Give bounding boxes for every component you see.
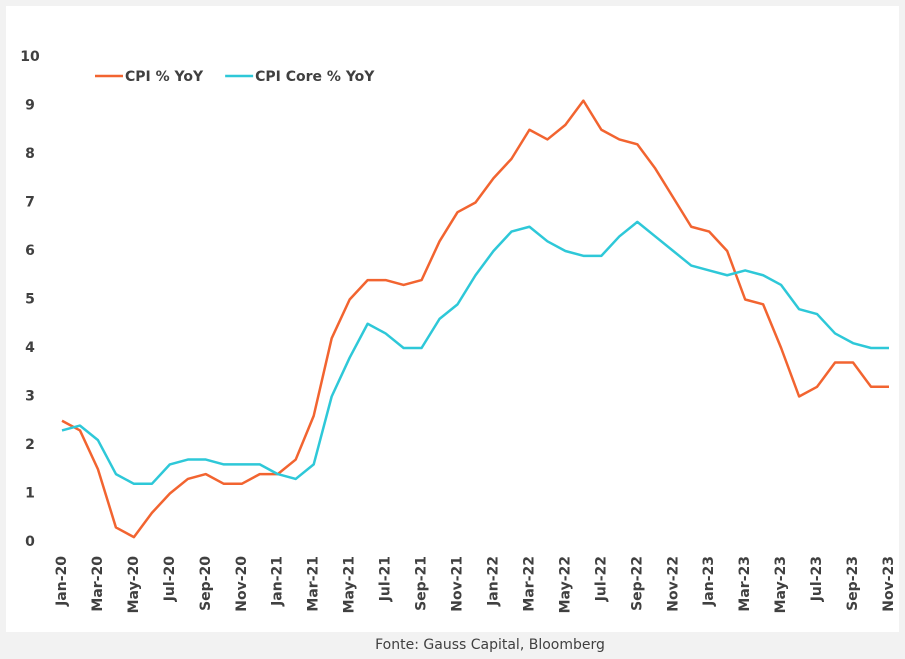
y-tick-label: 6	[25, 243, 35, 259]
x-tick-label: Mar-23	[737, 556, 753, 612]
x-tick-label: May-22	[557, 556, 573, 613]
x-tick-label: Sep-22	[629, 556, 645, 611]
legend-label: CPI Core % YoY	[255, 69, 375, 85]
x-tick-label: Jul-22	[593, 556, 609, 602]
x-tick-label: May-21	[342, 556, 358, 613]
y-tick-label: 2	[25, 437, 35, 453]
series-line	[61, 99, 889, 539]
x-tick-label: Sep-20	[198, 556, 214, 611]
x-tick-label: Nov-23	[881, 556, 897, 612]
x-tick-label: Mar-21	[306, 556, 322, 612]
x-tick-label: Jan-23	[701, 556, 717, 607]
x-tick-label: Sep-23	[845, 556, 861, 611]
y-tick-label: 4	[25, 340, 35, 356]
source: Fonte: Gauss Capital, Bloomberg	[375, 637, 605, 653]
x-tick-label: Jul-23	[809, 556, 825, 602]
series-line	[61, 220, 889, 486]
x-tick-label: Mar-22	[521, 556, 537, 612]
x-tick-label: Jul-21	[378, 556, 394, 602]
plot-background	[6, 6, 899, 632]
legend-label: CPI % YoY	[125, 69, 204, 85]
y-tick-label: 3	[25, 389, 35, 405]
x-tick-label: Sep-21	[414, 556, 430, 611]
y-tick-label: 10	[20, 49, 40, 65]
y-tick-label: 7	[25, 195, 35, 211]
x-tick-label: Jan-22	[485, 556, 501, 607]
y-tick-label: 0	[25, 534, 35, 550]
y-tick-label: 8	[25, 146, 35, 162]
y-tick-label: 9	[25, 98, 35, 114]
x-tick-label: Nov-21	[450, 556, 466, 612]
x-tick-label: Jul-20	[162, 556, 178, 603]
y-tick-label: 5	[25, 292, 35, 308]
x-tick-label: May-23	[773, 556, 789, 613]
x-tick-label: Jan-20	[54, 556, 70, 607]
x-tick-label: Nov-22	[665, 556, 681, 612]
x-tick-label: Nov-20	[234, 556, 250, 612]
x-tick-label: Jan-21	[270, 556, 286, 607]
x-tick-label: May-20	[126, 556, 142, 614]
x-tick-label: Mar-20	[90, 556, 106, 612]
y-tick-label: 1	[25, 486, 35, 502]
